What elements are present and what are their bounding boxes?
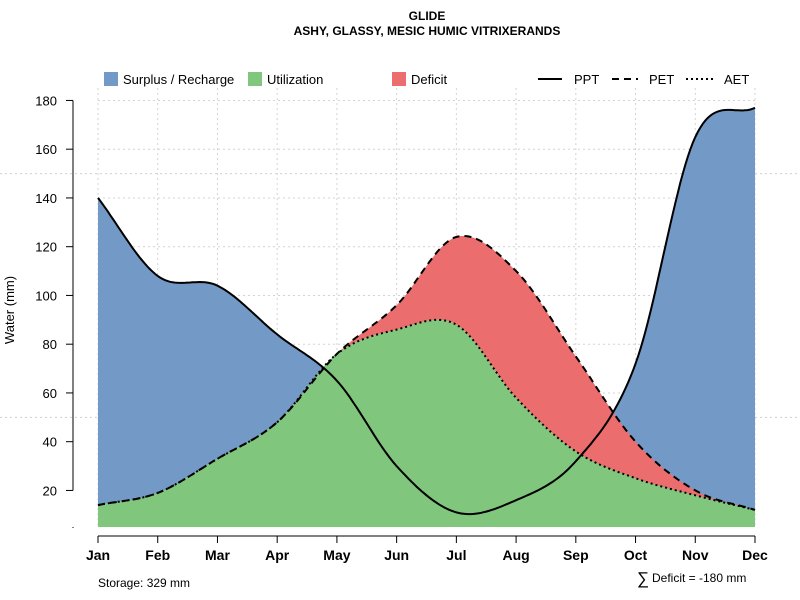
axes: 20 40 60 80 100 120 140 160 180 Jan Feb Mar Apr May Ju… (35, 93, 768, 563)
y-tick-label-160: 160 (35, 142, 57, 157)
y-tick-label-40: 40 (43, 435, 57, 450)
x-tick-label-feb: Feb (145, 547, 170, 563)
x-tick-label-oct: Oct (624, 547, 648, 563)
y-tick-label-120: 120 (35, 240, 57, 255)
deficit-sum-symbol: ∑ (637, 569, 649, 588)
legend-label-ppt: PPT (574, 72, 599, 87)
area-utilization (98, 319, 755, 527)
chart-subtitle: ASHY, GLASSY, MESIC HUMIC VITRIXERANDS (294, 24, 561, 38)
area-surplus-recharge (98, 107, 755, 528)
x-tick-label-nov: Nov (682, 547, 709, 563)
series-line-ppt (97, 106, 756, 516)
chart-title: GLIDE (409, 9, 446, 23)
y-tick-label-100: 100 (35, 288, 57, 303)
x-tick-label-mar: Mar (205, 547, 230, 563)
legend-label-pet: PET (649, 72, 674, 87)
x-tick-label-jan: Jan (86, 547, 110, 563)
y-tick-label-20: 20 (43, 483, 57, 498)
legend-label-deficit: Deficit (411, 72, 448, 87)
x-tick-label-dec: Dec (742, 547, 768, 563)
x-tick-label-aug: Aug (502, 547, 529, 563)
x-tick-label-apr: Apr (265, 547, 290, 563)
y-tick-label-180: 180 (35, 93, 57, 108)
y-tick-label-80: 80 (43, 337, 57, 352)
x-tick-label-jun: Jun (384, 547, 409, 563)
x-tick-label-sep: Sep (563, 547, 589, 563)
area-fills (98, 107, 755, 528)
x-tick-label-jul: Jul (446, 547, 466, 563)
x-tick-label-may: May (323, 547, 350, 563)
legend-swatch-deficit (392, 72, 406, 86)
legend-label-aet: AET (724, 72, 749, 87)
y-tick-label-140: 140 (35, 191, 57, 206)
deficit-annotation: Deficit = -180 mm (652, 571, 746, 585)
legend-swatch-surplus (104, 72, 118, 86)
legend: Surplus / Recharge Utilization Deficit P… (104, 72, 749, 87)
legend-label-utilization: Utilization (267, 72, 323, 87)
legend-label-surplus: Surplus / Recharge (123, 72, 234, 87)
area-deficit (98, 236, 755, 510)
y-axis-label: Water (mm) (2, 276, 17, 344)
series-lines (97, 106, 756, 516)
legend-swatch-utilization (248, 72, 262, 86)
storage-annotation: Storage: 329 mm (98, 576, 190, 590)
y-tick-label-60: 60 (43, 386, 57, 401)
